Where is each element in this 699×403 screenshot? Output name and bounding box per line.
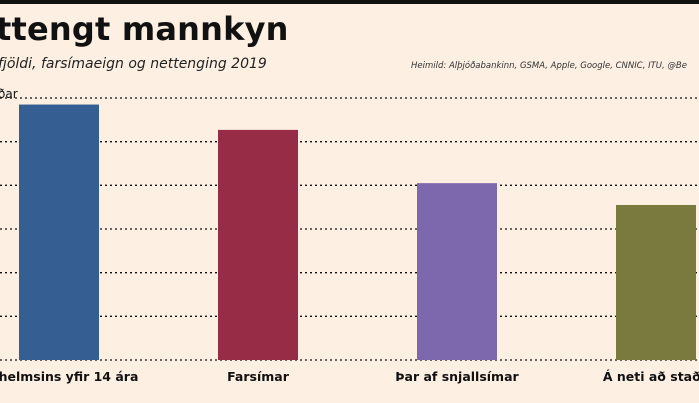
category-label: Farsímar xyxy=(227,369,290,384)
category-label: ar helmsins yfir 14 ára xyxy=(0,369,138,384)
bar xyxy=(19,105,99,360)
category-label: Þar af snjallsímar xyxy=(395,369,519,384)
gridlines xyxy=(0,98,699,360)
bars xyxy=(19,105,696,360)
bar xyxy=(616,205,696,360)
bar xyxy=(218,130,298,360)
bar xyxy=(417,183,497,360)
category-labels: ar helmsins yfir 14 ára Farsímar Þar af sn… xyxy=(0,369,699,384)
category-label: Á neti að staða xyxy=(603,369,699,384)
